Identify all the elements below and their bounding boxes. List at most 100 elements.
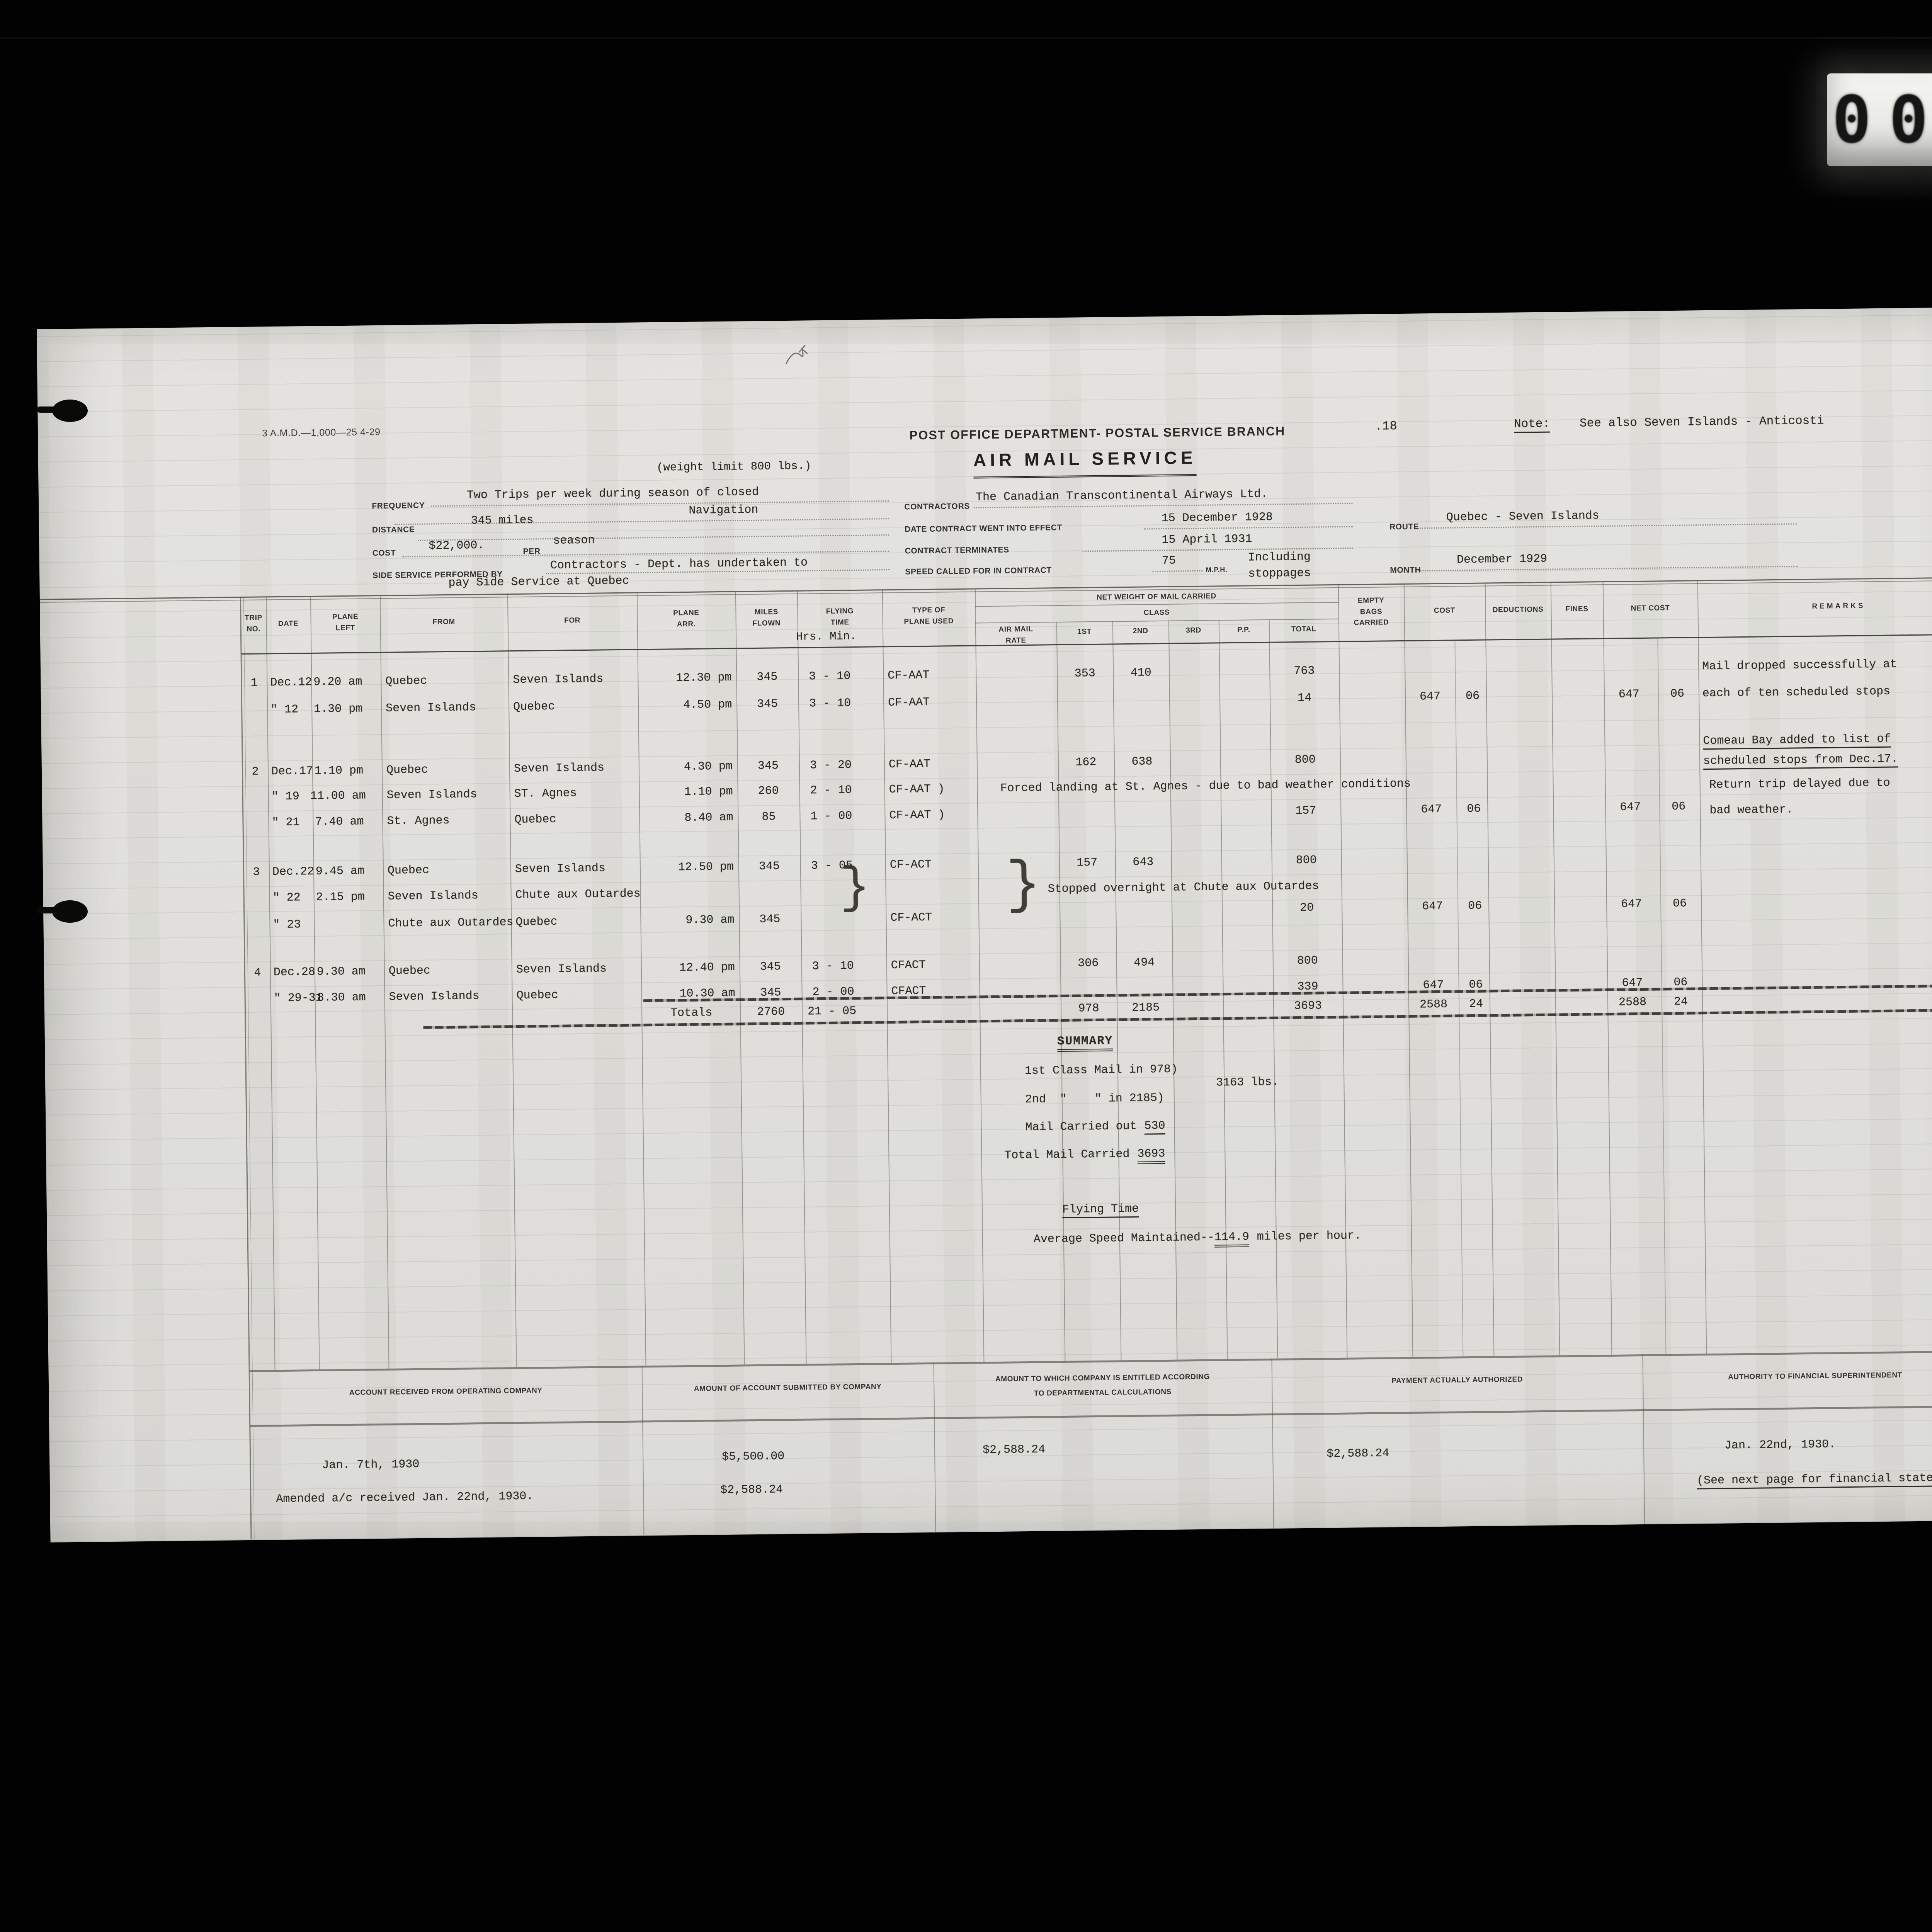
cell-cost-dollars: 647	[1421, 803, 1442, 816]
cell-2nd: 494	[1134, 956, 1155, 969]
cell-from: Quebec	[387, 864, 430, 878]
authority-note: (See next page for financial statement)	[1696, 1471, 1932, 1490]
hole-punch	[52, 900, 88, 923]
col-header-empty-bags: EMPTY BAGS CARRIED	[1354, 596, 1389, 627]
speed-note-2: stoppages	[1248, 566, 1311, 581]
leader-line	[1415, 566, 1798, 571]
cell-from: Quebec	[386, 763, 429, 777]
remark-trip1-line2: each of ten scheduled stops	[1702, 685, 1891, 701]
cell-total: 763	[1294, 664, 1315, 678]
cell-cost-dollars: 647	[1419, 690, 1441, 704]
terminates-label: CONTRACT TERMINATES	[905, 545, 1009, 556]
side-service-value: Contractors - Dept. has undertaken to	[550, 556, 808, 572]
cell-plane-arr: 12.40 pm	[679, 961, 735, 975]
cell-net-dollars: 647	[1621, 897, 1642, 911]
cell-net-cents: 06	[1672, 897, 1687, 911]
table-grid	[37, 307, 1932, 1539]
cell-plane-left: 7.40 am	[315, 815, 364, 829]
cell-miles: 345	[757, 697, 778, 711]
cell-net-dollars: 647	[1618, 688, 1640, 701]
cell-date: Dec.22	[272, 865, 315, 879]
cell-date: Dec.12	[270, 675, 312, 690]
leader-line	[1152, 570, 1203, 572]
col-header-fines: FINES	[1565, 605, 1588, 614]
distance-value: 345 miles	[471, 514, 534, 528]
cell-from: Chute aux Outardes	[388, 916, 514, 930]
route-value: Quebec - Seven Islands	[1446, 509, 1600, 524]
account-received-header: ACCOUNT RECEIVED FROM OPERATING COMPANY	[349, 1386, 543, 1397]
totals-1st: 978	[1078, 1002, 1099, 1015]
cell-date: " 23	[273, 918, 301, 932]
frequency-value-2: Navigation	[689, 503, 759, 517]
cell-for: Seven Islands	[516, 962, 607, 977]
frequency-value: Two Trips per week during season of clos…	[466, 485, 759, 502]
contractors-label: CONTRACTORS	[904, 502, 970, 512]
cell-plane-left: 8.30 am	[317, 991, 366, 1005]
cell-plane: CF-AAT	[888, 668, 930, 683]
cell-plane-arr: 10.30 am	[679, 986, 735, 1001]
cell-time: 3 - 10	[809, 670, 851, 684]
cell-plane-left: 1.30 pm	[314, 702, 363, 716]
account-received-line1: Jan. 7th, 1930	[322, 1458, 420, 1472]
flying-time-title: Flying Time	[1062, 1202, 1139, 1219]
leader-line	[394, 518, 889, 525]
cell-for: Quebec	[515, 915, 558, 929]
cost-value: $22,000.	[429, 539, 485, 553]
cell-date: " 21	[272, 816, 300, 830]
totals-net-cents: 24	[1673, 995, 1688, 1009]
cell-total: 800	[1294, 753, 1316, 767]
effect-value: 15 December 1928	[1161, 510, 1273, 526]
cell-for: Chute aux Outardes	[515, 887, 641, 902]
cell-total: 800	[1296, 854, 1317, 867]
cell-2nd: 643	[1133, 855, 1154, 869]
effect-label: DATE CONTRACT WENT INTO EFFECT	[904, 523, 1063, 534]
cell-from: Seven Islands	[386, 701, 476, 715]
cell-date: " 12	[270, 703, 299, 717]
ink-doodle	[785, 345, 808, 364]
cell-net-cents: 06	[1673, 976, 1688, 990]
cell-total: 14	[1297, 691, 1312, 705]
cell-time: 2 - 10	[810, 784, 852, 798]
cell-plane-left: 2.15 pm	[316, 890, 365, 904]
distance-label: DISTANCE	[372, 525, 415, 535]
cell-for: Quebec	[514, 813, 556, 827]
speed-note-1: Including	[1248, 550, 1311, 565]
col-header-deductions: DEDUCTIONS	[1492, 605, 1544, 614]
cell-time: 2 - 00	[812, 985, 854, 999]
col-header-trip-no: TRIP NO.	[245, 614, 262, 633]
contractors-value: The Canadian Transcontinental Airways Lt…	[975, 487, 1268, 504]
col-header-date: DATE	[278, 619, 299, 628]
summary-title: SUMMARY	[1057, 1034, 1113, 1052]
cell-miles: 345	[757, 759, 779, 773]
cell-1st: 353	[1074, 667, 1095, 680]
cell-from: Seven Islands	[386, 788, 477, 802]
cell-trip: 3	[253, 866, 260, 879]
amount-submitted-header: AMOUNT OF ACCOUNT SUBMITTED BY COMPANY	[694, 1383, 882, 1393]
cell-miles: 345	[759, 860, 780, 873]
cell-miles: 260	[758, 784, 779, 798]
authority-date: Jan. 22nd, 1930.	[1724, 1438, 1836, 1452]
cell-miles: 85	[762, 810, 776, 824]
cell-trip: 4	[254, 966, 261, 980]
summary-out-label: Mail Carried out	[1025, 1119, 1144, 1134]
cell-2nd: 410	[1130, 666, 1151, 680]
document-page: 3 A.M.D.—1,000—25 4-29 POST OFFICE DEPAR…	[37, 307, 1932, 1543]
cell-from: St. Agnes	[387, 814, 450, 828]
col-header-3rd: 3RD	[1186, 626, 1202, 635]
brace-flying-time: }	[839, 860, 871, 917]
cell-total: 20	[1299, 901, 1314, 915]
cell-for: ST. Agnes	[514, 787, 577, 801]
avg-speed-value: 114.9	[1214, 1230, 1250, 1248]
leader-line	[1415, 523, 1798, 529]
cell-plane-arr: 9.30 am	[685, 913, 735, 927]
summary-line1: 1st Class Mail in 978)	[1024, 1063, 1178, 1078]
cell-date: " 19	[271, 790, 299, 804]
amount-entitled-header-1: AMOUNT TO WHICH COMPANY IS ENTITLED ACCO…	[995, 1372, 1210, 1384]
cost-label: COST	[372, 548, 396, 558]
cell-2nd: 638	[1131, 755, 1153, 769]
frame-counter-digits: 000856	[1832, 82, 1932, 158]
cell-date: Dec.17	[271, 764, 313, 779]
totals-total: 3693	[1294, 999, 1322, 1013]
cell-plane-left: 11.00 am	[310, 789, 366, 803]
